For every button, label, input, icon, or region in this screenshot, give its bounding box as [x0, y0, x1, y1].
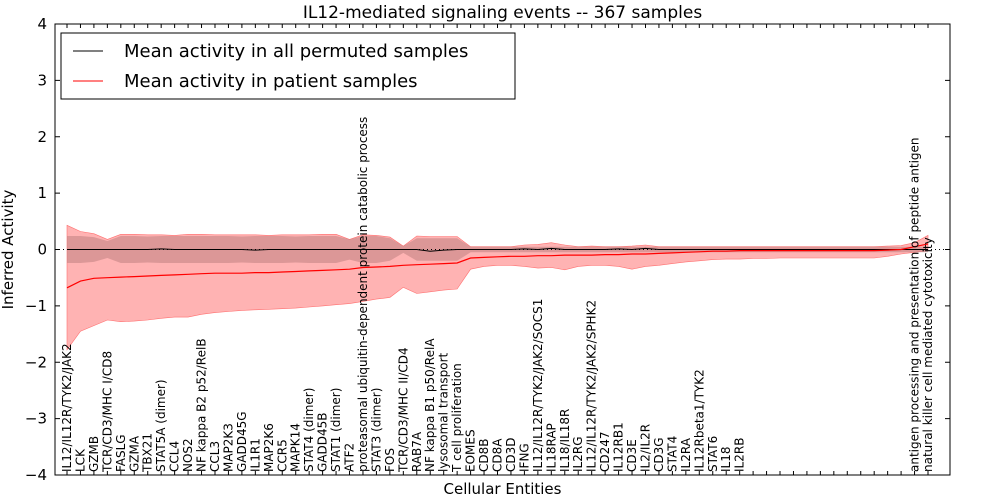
category-labels: IL12/IL12R/TYK2/JAK2 LCK GZMB TCR/CD3/MHC I… [60, 24, 935, 475]
patient-mean-line [66, 243, 929, 289]
category-label: CD247 [598, 431, 612, 472]
y-tick-label: 4 [37, 15, 47, 33]
category-label: IL12RB1 [612, 422, 626, 472]
category-label: CCL3 [208, 441, 222, 472]
category-label: RAB7A [410, 431, 424, 472]
category-label: IL2RB [733, 438, 747, 472]
category-label: FASLG [114, 434, 128, 472]
category-label: GADD45G [235, 411, 249, 472]
legend-label-patient: Mean activity in patient samples [124, 71, 418, 92]
y-axis-label: Inferred Activity [0, 189, 17, 309]
y-axis: −4 −3 −2 −1 0 1 2 3 4 [25, 15, 950, 484]
category-label: IL18 [719, 447, 733, 473]
category-label: MAP2K3 [221, 423, 235, 472]
category-label: GZMB [87, 436, 101, 472]
category-label: NF kappa B1 p50/RelA [423, 338, 437, 472]
category-label: T cell proliferation [450, 363, 464, 473]
category-label: TBX21 [141, 433, 155, 473]
category-label: CD3G [652, 437, 666, 472]
category-label: STAT5A (dimer) [154, 379, 168, 472]
category-label: EOMES [464, 429, 478, 472]
category-label: NF kappa B2 p52/RelB [195, 338, 209, 472]
category-label: STAT6 [706, 436, 720, 472]
category-label: STAT3 (dimer) [369, 388, 383, 472]
category-label: MAP2K6 [262, 423, 276, 472]
y-tick-label: 0 [37, 241, 47, 259]
category-label: GADD45B [316, 413, 330, 473]
category-label: IL12/IL12R/TYK2/JAK2/SPHK2 [585, 300, 599, 472]
y-tick-label: −3 [25, 410, 47, 428]
category-label: LCK [74, 448, 88, 472]
category-label: antigen processing and presentation of p… [908, 137, 922, 472]
category-label: IL18/IL18R [558, 409, 572, 472]
category-label: lysosomal transport [437, 352, 451, 472]
category-label: IL2/IL2R [639, 424, 653, 472]
category-label: IFNG [517, 443, 531, 472]
category-label: CCL4 [168, 441, 182, 472]
x-axis-label: Cellular Entities [444, 480, 562, 498]
category-label: GZMA [127, 435, 141, 472]
category-label: ATF2 [343, 443, 357, 472]
category-label: CD8A [491, 438, 505, 472]
legend-box [60, 32, 516, 100]
category-label: CD3E [625, 439, 639, 472]
category-label: CCR5 [275, 439, 289, 472]
category-label: IL12/IL12R/TYK2/JAK2/SOCS1 [531, 299, 545, 472]
category-label: CD3D [504, 438, 518, 473]
y-tick-label: 2 [37, 128, 47, 146]
category-label: STAT1 (dimer) [329, 388, 343, 472]
y-tick-label: −4 [25, 466, 47, 484]
y-tick-label: −2 [25, 353, 47, 371]
chart-title: IL12-mediated signaling events -- 367 sa… [303, 3, 703, 23]
category-label: FOS [383, 448, 397, 472]
category-label: MAPK14 [289, 423, 303, 472]
y-tick-label: −1 [25, 297, 47, 315]
category-label: proteasomal ubiquitin-dependent protein … [356, 117, 370, 472]
category-label: IL2RA [679, 437, 693, 472]
category-label: TCR/CD3/MHC I/CD8 [100, 351, 114, 473]
category-label: CD8B [477, 439, 491, 473]
category-label: IL2RG [571, 437, 585, 473]
category-label: IL1R1 [248, 438, 262, 472]
lines-layer [66, 243, 929, 289]
category-label: natural killer cell mediated cytotoxicit… [921, 237, 935, 472]
category-label: IL12/IL12R/TYK2/JAK2 [60, 343, 74, 472]
legend-label-permuted: Mean activity in all permuted samples [124, 41, 468, 62]
category-label: IL18RAP [544, 423, 558, 472]
y-tick-label: 1 [37, 184, 47, 202]
y-tick-label: 3 [37, 71, 47, 89]
category-label: STAT4 [665, 436, 679, 472]
permuted-mean-line [67, 247, 928, 252]
category-label: IL12Rbeta1/TYK2 [692, 369, 706, 472]
category-label: STAT4 (dimer) [302, 388, 316, 472]
legend: Mean activity in all permuted samples Me… [60, 32, 516, 100]
category-label: NOS2 [181, 438, 195, 472]
category-label: TCR/CD3/MHC II/CD4 [396, 347, 410, 473]
